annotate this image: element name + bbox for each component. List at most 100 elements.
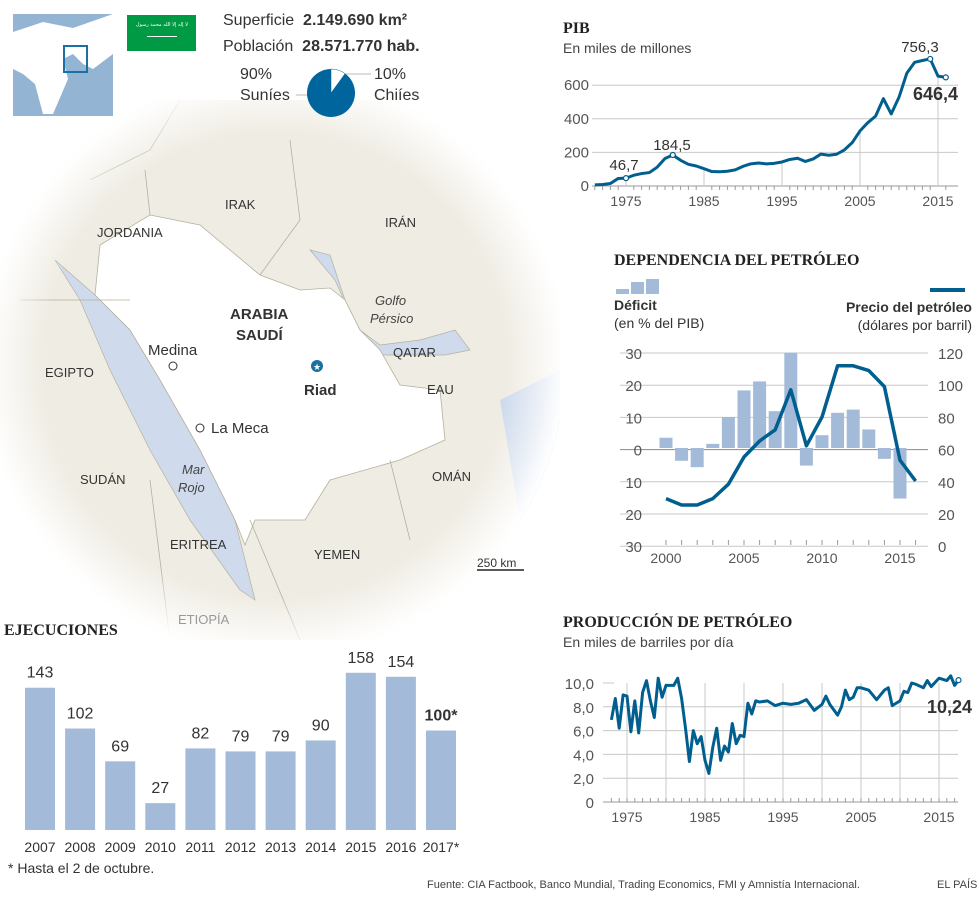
execution-bar	[25, 687, 55, 830]
x-tick-label: 1975	[611, 809, 642, 825]
price-legend: Precio del petróleo	[845, 299, 972, 315]
data-label: 10,24	[927, 697, 972, 717]
y-left-tick-label: 10	[625, 475, 642, 492]
label-etiopia: ETIOPÍA	[178, 612, 230, 627]
shia-pct: 10%	[374, 66, 407, 83]
y-right-tick-label: 60	[938, 443, 955, 460]
y-tick-label: 8,0	[573, 700, 594, 717]
execution-bar	[345, 672, 376, 830]
execution-bar	[305, 740, 336, 830]
data-point-marker	[955, 677, 962, 684]
label-qatar: QATAR	[393, 345, 436, 360]
label-rojo: Rojo	[178, 480, 205, 495]
category-label: 2007	[24, 839, 55, 855]
x-tick-label: 1985	[688, 193, 719, 209]
y-right-tick-label: 80	[938, 410, 955, 427]
bar-value-label: 158	[347, 650, 374, 667]
label-egipto: EGIPTO	[45, 365, 94, 380]
prod-title: PRODUCCIÓN DE PETRÓLEO	[563, 614, 793, 631]
y-tick-label: 0	[586, 795, 594, 812]
brand: EL PAÍS	[937, 879, 978, 891]
category-label: 2011	[185, 839, 215, 855]
category-label: 2009	[105, 839, 136, 855]
deficit-legend: Déficit	[614, 297, 657, 313]
population-label: Población	[223, 38, 294, 55]
label-eau: EAU	[427, 382, 454, 397]
bar-value-label: 82	[192, 725, 210, 742]
x-tick-label: 2015	[923, 809, 954, 825]
deficit-bar	[831, 412, 845, 448]
locator-map	[13, 14, 113, 116]
city-marker	[168, 361, 178, 371]
execution-bar	[426, 730, 456, 830]
bar-value-label: 90	[312, 717, 330, 734]
bar-value-label: 102	[67, 706, 94, 723]
deficit-legend-icon	[631, 282, 644, 294]
category-label: 2014	[305, 839, 336, 855]
pie-slice-shia	[330, 68, 346, 94]
dep-title: DEPENDENCIA DEL PETRÓLEO	[614, 252, 860, 269]
bar-value-label: 143	[27, 665, 54, 682]
execution-bar	[185, 748, 216, 830]
execution-bar	[105, 761, 136, 830]
exec-footnote: * Hasta el 2 de octubre.	[8, 860, 155, 876]
pib-title: PIB	[563, 20, 590, 37]
bar-value-label: 154	[388, 654, 415, 671]
locator-box	[63, 45, 88, 73]
label-oman: OMÁN	[432, 469, 471, 484]
deficit-unit: (en % del PIB)	[614, 315, 705, 331]
deficit-legend-icon	[646, 279, 659, 294]
y-tick-label: 4,0	[573, 747, 594, 764]
data-label: 756,3	[901, 39, 939, 56]
x-tick-label: 2005	[844, 193, 875, 209]
label-yemen: YEMEN	[314, 547, 360, 562]
y-right-tick-label: 120	[938, 346, 963, 363]
label-la-meca: La Meca	[211, 420, 269, 437]
prod-subtitle: En miles de barriles por día	[563, 634, 734, 650]
y-right-tick-label: 20	[938, 507, 955, 524]
area-value: 2.149.690 km²	[303, 12, 408, 29]
label-country-2: SAUDÍ	[236, 327, 284, 344]
execution-bar	[225, 751, 256, 830]
population-value: 28.571.770 hab.	[302, 38, 420, 55]
bar-value-label: 69	[111, 738, 129, 755]
scale-label: 250 km	[477, 556, 516, 570]
label-country: ARABIA	[230, 306, 288, 323]
category-label: 2010	[145, 839, 176, 855]
production-line	[609, 674, 960, 775]
category-label: 2017*	[423, 839, 460, 855]
star-glyph: ★	[313, 362, 321, 372]
x-tick-label: 1985	[689, 809, 720, 825]
execution-bar	[265, 751, 296, 830]
deficit-bar	[893, 448, 907, 499]
label-jordania: JORDANIA	[97, 225, 163, 240]
deficit-bar	[721, 416, 735, 448]
label-persico: Pérsico	[370, 311, 413, 326]
deficit-bar	[877, 448, 891, 459]
y-tick-label: 600	[564, 77, 589, 94]
data-point-marker	[927, 55, 934, 63]
y-left-tick-label: 30	[625, 346, 642, 363]
y-tick-label: 400	[564, 111, 589, 128]
y-tick-label: 10,0	[565, 676, 594, 693]
x-tick-label: 2000	[650, 550, 681, 566]
y-tick-label: 2,0	[573, 771, 594, 788]
label-sudan: SUDÁN	[80, 472, 126, 487]
sunni-label: Suníes	[240, 87, 290, 104]
label-golfo: Golfo	[375, 293, 406, 308]
data-point-marker	[669, 151, 676, 159]
x-tick-label: 1975	[610, 193, 641, 209]
sunni-pct: 90%	[240, 66, 273, 83]
execution-bar	[385, 676, 416, 830]
oil-price-line	[665, 364, 917, 507]
source-note: Fuente: CIA Factbook, Banco Mundial, Tra…	[427, 879, 860, 891]
pib-subtitle: En miles de millones	[563, 40, 692, 56]
flag-inscription: لا إله إلا الله محمد رسول الله	[135, 22, 188, 28]
exec-title: EJECUCIONES	[4, 622, 118, 639]
data-label: 184,5	[653, 137, 691, 154]
data-label: 46,7	[609, 157, 638, 174]
shia-label: Chiíes	[374, 87, 420, 104]
data-point-marker	[942, 74, 949, 81]
deficit-bar	[753, 381, 767, 448]
